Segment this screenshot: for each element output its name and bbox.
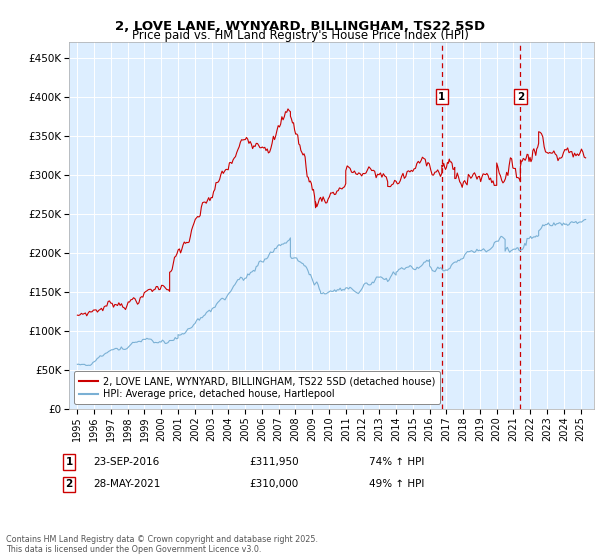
Text: Contains HM Land Registry data © Crown copyright and database right 2025.
This d: Contains HM Land Registry data © Crown c… bbox=[6, 535, 318, 554]
Text: £310,000: £310,000 bbox=[249, 479, 298, 489]
Text: 28-MAY-2021: 28-MAY-2021 bbox=[93, 479, 160, 489]
Text: £311,950: £311,950 bbox=[249, 457, 299, 467]
Text: 74% ↑ HPI: 74% ↑ HPI bbox=[369, 457, 424, 467]
Text: 2: 2 bbox=[517, 92, 524, 101]
Text: 49% ↑ HPI: 49% ↑ HPI bbox=[369, 479, 424, 489]
Text: Price paid vs. HM Land Registry's House Price Index (HPI): Price paid vs. HM Land Registry's House … bbox=[131, 29, 469, 42]
Text: 1: 1 bbox=[438, 92, 445, 101]
Legend: 2, LOVE LANE, WYNYARD, BILLINGHAM, TS22 5SD (detached house), HPI: Average price: 2, LOVE LANE, WYNYARD, BILLINGHAM, TS22 … bbox=[74, 371, 440, 404]
Text: 2, LOVE LANE, WYNYARD, BILLINGHAM, TS22 5SD: 2, LOVE LANE, WYNYARD, BILLINGHAM, TS22 … bbox=[115, 20, 485, 32]
Text: 1: 1 bbox=[65, 457, 73, 467]
Text: 2: 2 bbox=[65, 479, 73, 489]
Text: 23-SEP-2016: 23-SEP-2016 bbox=[93, 457, 159, 467]
